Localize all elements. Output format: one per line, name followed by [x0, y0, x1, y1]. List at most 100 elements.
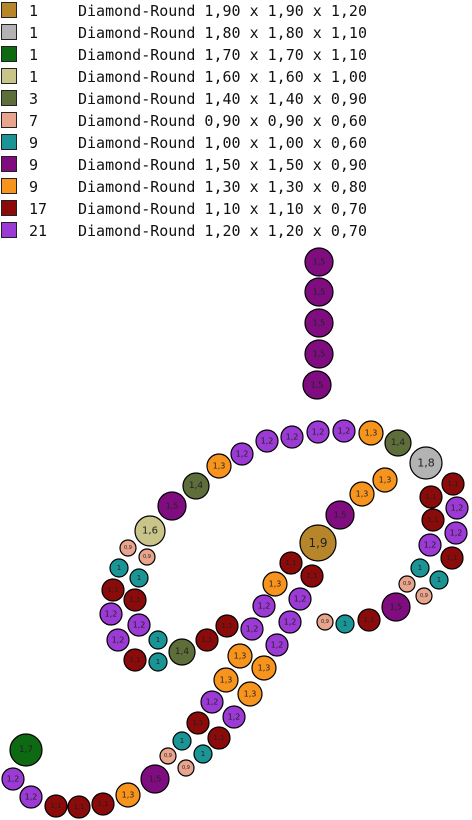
legend-description: Diamond-Round 1,80 x 1,80 x 1,10: [78, 24, 367, 42]
stone-shape: [193, 744, 213, 764]
stone-circle: 1: [109, 558, 129, 578]
stone-shape: [157, 491, 187, 521]
color-swatch: [1, 222, 17, 238]
stone-size-label: 1,1: [201, 636, 212, 644]
color-swatch: [1, 156, 17, 172]
stone-circle: 1,3: [251, 655, 277, 681]
legend-description: Diamond-Round 1,30 x 1,30 x 0,80: [78, 178, 367, 196]
stone-shape: [255, 429, 279, 453]
stone-circle: 1,5: [157, 491, 187, 521]
stone-size-label: 1,1: [427, 516, 438, 524]
stone-circle: 1,1: [440, 546, 464, 570]
stone-circle: 1: [148, 630, 168, 650]
stone-shape: [372, 467, 398, 493]
stone-circle: 0,9: [398, 575, 416, 593]
stone-circle: 1,1: [44, 794, 68, 818]
stone-size-label: 1,5: [313, 258, 326, 267]
stone-shape: [445, 496, 469, 520]
stone-shape: [19, 785, 43, 809]
stone-shape: [280, 425, 304, 449]
stone-shape: [419, 485, 443, 509]
stone-shape: [409, 446, 443, 480]
legend-description: Diamond-Round 1,20 x 1,20 x 0,70: [78, 222, 367, 240]
stone-circle: 1,4: [384, 429, 412, 457]
stone-circle: 1,5: [304, 339, 334, 369]
stone-shape: [306, 420, 330, 444]
legend-quantity: 9: [29, 156, 39, 174]
stone-shape: [91, 792, 115, 816]
legend-quantity: 3: [29, 90, 39, 108]
stone-shape: [237, 681, 263, 707]
stone-circle: 1,3: [227, 643, 253, 669]
stone-circle: 1,1: [215, 614, 239, 638]
stone-size-label: 1,1: [73, 803, 84, 811]
stone-size-label: 1,5: [313, 319, 326, 328]
stone-shape: [168, 638, 196, 666]
stone-circle: 1,2: [255, 429, 279, 453]
stone-circle: 1,1: [207, 726, 231, 750]
stone-size-label: 1,2: [294, 595, 307, 604]
stone-shape: [159, 747, 177, 765]
stone-circle: 1,9: [299, 524, 337, 562]
stone-shape: [148, 652, 168, 672]
stone-size-label: 1,2: [133, 621, 146, 630]
stone-size-label: 1,3: [244, 690, 257, 699]
stone-size-label: 1,1: [129, 596, 140, 604]
stone-circle: 1,2: [280, 425, 304, 449]
stone-circle: 1: [410, 558, 430, 578]
stone-shape: [230, 442, 254, 466]
stone-circle: 1,2: [230, 442, 254, 466]
stone-size-label: 1,3: [269, 580, 282, 589]
legend-row: 21 Diamond-Round 1,20 x 1,20 x 0,70: [0, 220, 472, 242]
color-swatch: [1, 200, 17, 216]
stone-size-label: 1,2: [258, 602, 271, 611]
legend-quantity: 17: [29, 200, 48, 218]
stone-size-label: 1,5: [334, 511, 347, 520]
legend-row: 9 Diamond-Round 1,00 x 1,00 x 0,60: [0, 132, 472, 154]
stone-circle: 1,2: [332, 419, 356, 443]
stone-shape: [304, 247, 334, 277]
stone-circle: 1,1: [101, 578, 125, 602]
stone-circle: 1,2: [19, 785, 43, 809]
stone-shape: [186, 711, 210, 735]
legend-quantity: 21: [29, 222, 48, 240]
stone-size-label: 1,2: [228, 713, 241, 722]
stone-shape: [101, 578, 125, 602]
stone-size-label: 1,2: [261, 437, 274, 446]
stone-size-label: 0,9: [321, 619, 329, 625]
stone-shape: [299, 524, 337, 562]
stone-circle: 1,2: [240, 617, 264, 641]
stone-shape: [140, 764, 170, 794]
stone-circle: 1,1: [67, 795, 91, 819]
legend-row: 1 Diamond-Round 1,60 x 1,60 x 1,00: [0, 66, 472, 88]
legend-quantity: 9: [29, 178, 39, 196]
legend-row: 17 Diamond-Round 1,10 x 1,10 x 0,70: [0, 198, 472, 220]
legend-description: Diamond-Round 1,10 x 1,10 x 0,70: [78, 200, 367, 218]
stone-shape: [429, 570, 449, 590]
legend-quantity: 1: [29, 68, 39, 86]
stone-shape: [440, 546, 464, 570]
stone-size-label: 1: [156, 636, 160, 644]
stone-shape: [207, 726, 231, 750]
stone-size-label: 0,9: [124, 545, 132, 551]
stone-circle: 1,1: [123, 588, 147, 612]
stone-size-label: 1: [180, 737, 184, 745]
stone-shape: [227, 643, 253, 669]
stone-size-label: 1,2: [105, 610, 118, 619]
legend-description: Diamond-Round 1,90 x 1,90 x 1,20: [78, 2, 367, 20]
stone-circle: 1,2: [1, 767, 25, 791]
stone-circle: 1,2: [200, 690, 224, 714]
color-swatch: [1, 178, 17, 194]
stone-shape: [127, 613, 151, 637]
stone-circle: 1,1: [186, 711, 210, 735]
stone-shape: [106, 628, 130, 652]
stone-circle: 1: [429, 570, 449, 590]
stone-size-label: 1,3: [122, 791, 135, 800]
stone-size-label: 1,1: [446, 554, 457, 562]
stone-circle: 1,2: [265, 633, 289, 657]
stone-circle: 1,3: [372, 467, 398, 493]
legend-description: Diamond-Round 0,90 x 0,90 x 0,60: [78, 112, 367, 130]
stone-size-label: 1,4: [175, 647, 190, 657]
stone-shape: [206, 453, 232, 479]
